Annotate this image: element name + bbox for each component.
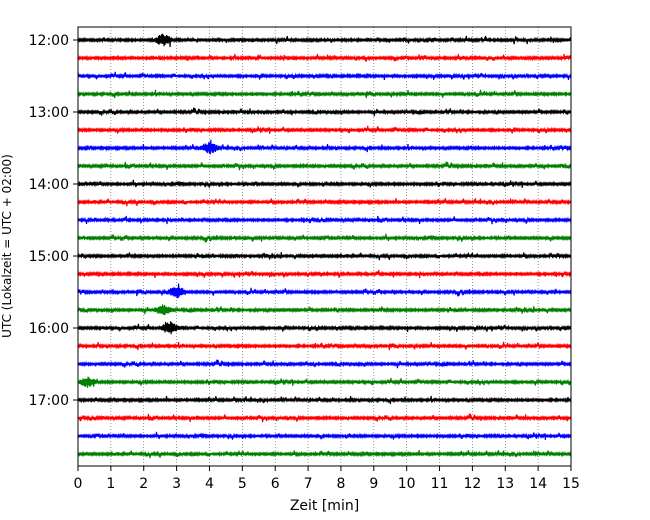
x-tick-label: 9 (369, 476, 378, 492)
y-tick-label: 15:00 (29, 249, 69, 265)
trace-1330 (77, 139, 572, 155)
trace-1700 (77, 395, 572, 405)
vertical-gridlines (110, 27, 539, 466)
x-tick-label: 8 (336, 476, 345, 492)
y-axis-ticks: 12:00 13:00 14:00 15:00 16:00 17:00 (29, 33, 78, 409)
x-tick-label: 3 (172, 476, 181, 492)
x-tick-label: 15 (562, 476, 580, 492)
y-tick-label: 14:00 (29, 177, 69, 193)
plot-frame (77, 26, 572, 467)
trace-1315 (77, 125, 572, 134)
trace-1545 (77, 304, 572, 316)
trace-1200 (77, 33, 572, 48)
x-tick-label: 2 (139, 476, 148, 492)
trace-1230 (77, 71, 572, 81)
x-axis-ticks: 0 1 2 3 4 5 6 7 8 9 10 11 12 13 14 15 (74, 466, 580, 492)
y-tick-label: 13:00 (29, 105, 69, 121)
trace-1745 (77, 449, 572, 459)
y-tick-label: 17:00 (29, 393, 69, 409)
x-tick-label: 6 (271, 476, 280, 492)
y-tick-label: 12:00 (29, 33, 69, 49)
x-tick-label: 5 (238, 476, 247, 492)
trace-1600 (77, 321, 572, 335)
x-tick-label: 11 (431, 476, 449, 492)
trace-1215 (77, 53, 572, 62)
x-tick-label: 0 (74, 476, 83, 492)
y-axis-title: UTC (Lokalzeit = UTC + 02:00) (0, 154, 14, 338)
trace-1530 (77, 283, 572, 299)
x-tick-label: 12 (463, 476, 481, 492)
trace-1445 (77, 233, 572, 243)
x-tick-label: 13 (496, 476, 514, 492)
trace-1430 (77, 215, 572, 225)
trace-1415 (77, 197, 572, 207)
x-tick-label: 10 (398, 476, 416, 492)
trace-1300 (77, 107, 572, 117)
trace-1500 (77, 252, 572, 261)
trace-1245 (77, 89, 572, 99)
x-tick-label: 1 (106, 476, 115, 492)
trace-1400 (77, 179, 572, 188)
trace-1345 (77, 161, 572, 171)
x-tick-label: 14 (529, 476, 547, 492)
trace-1615 (77, 341, 572, 351)
x-tick-label: 4 (205, 476, 214, 492)
trace-1730 (77, 431, 572, 440)
x-axis-title: Zeit [min] (290, 498, 359, 514)
seismogram-traces (77, 33, 572, 459)
trace-1515 (77, 269, 572, 279)
x-tick-label: 7 (304, 476, 313, 492)
trace-1715 (77, 413, 572, 423)
trace-1645 (77, 376, 572, 388)
trace-1630 (77, 359, 572, 369)
y-tick-label: 16:00 (29, 321, 69, 337)
